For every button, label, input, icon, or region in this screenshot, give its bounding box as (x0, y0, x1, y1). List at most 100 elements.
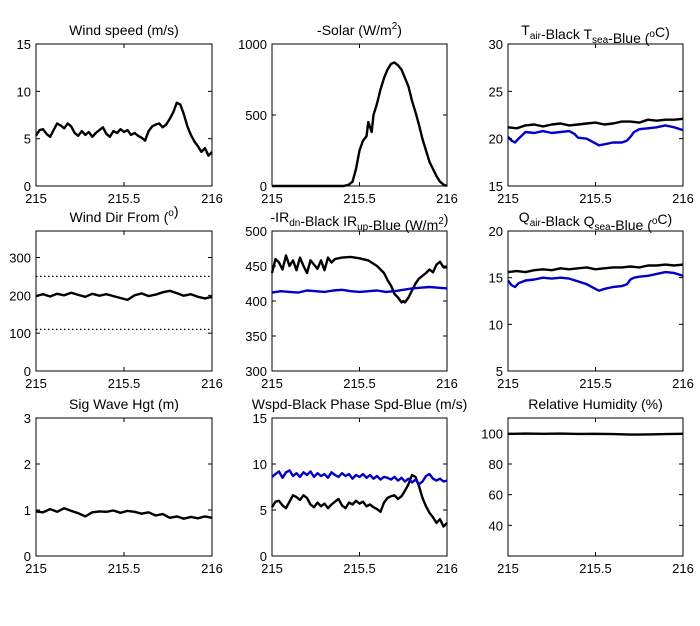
axes-frame (35, 43, 213, 187)
y-tick-label: 0 (24, 549, 31, 564)
y-tick-label: 450 (245, 259, 267, 274)
y-tick-label: 0 (24, 179, 31, 194)
panel-wind-speed: 215 215.5 216 0 5 10 15 Wind speed (m/s) (17, 22, 223, 206)
x-tick-label: 215 (261, 191, 283, 206)
axes-frame (271, 417, 448, 557)
y-tick-label: 1000 (238, 37, 267, 52)
x-tick-label: 216 (436, 561, 458, 576)
x-tick-label: 216 (436, 191, 458, 206)
panel-wind-dir: 215 215.5 216 0 100 200 300 Wind Dir From (o) (9, 203, 223, 391)
axes-frame (271, 230, 448, 372)
y-tick-label: 15 (17, 37, 31, 52)
x-tick-label: 215 (25, 561, 47, 576)
x-tick-label: 215.5 (108, 191, 141, 206)
y-tick-label: 5 (24, 132, 31, 147)
series-line-0 (270, 254, 447, 304)
y-tick-label: 15 (253, 411, 267, 426)
x-tick-label: 215.5 (343, 376, 376, 391)
x-tick-label: 215 (497, 376, 519, 391)
y-tick-label: 5 (260, 503, 267, 518)
panel-title: Sig Wave Hgt (m) (69, 396, 179, 412)
series-line-0 (507, 263, 684, 274)
x-tick-label: 215.5 (108, 376, 141, 391)
y-tick-label: 40 (489, 518, 503, 533)
panel-wave-height: 215 215.5 216 0 1 2 3 Sig Wave Hgt (m) (24, 396, 223, 576)
panel-title: Wind speed (m/s) (69, 22, 179, 38)
series-line-0 (35, 507, 213, 520)
series-line-1 (271, 285, 448, 294)
y-tick-label: 5 (496, 364, 503, 379)
series-line-0 (34, 101, 213, 157)
y-tick-label: 25 (489, 84, 503, 99)
y-tick-label: 10 (17, 84, 31, 99)
panel-ir: 215 215.5 216 300 350 400 450 500 -IRdn-Black IR… (245, 209, 458, 391)
series-line-1 (507, 270, 684, 292)
y-tick-label: 200 (9, 288, 31, 303)
panel-title: Wind Dir From (o) (69, 203, 178, 225)
y-tick-label: 300 (245, 364, 267, 379)
panel-title: Qair-Black Qsea-Blue (oC) (519, 209, 672, 233)
x-tick-label: 215.5 (579, 191, 612, 206)
series-line-1 (271, 469, 448, 486)
x-tick-label: 215.5 (579, 376, 612, 391)
axes-frame (507, 230, 684, 372)
y-tick-label: 100 (9, 326, 31, 341)
y-tick-label: 400 (245, 294, 267, 309)
x-tick-label: 215.5 (343, 191, 376, 206)
x-tick-label: 215 (25, 376, 47, 391)
y-tick-label: 60 (489, 488, 503, 503)
y-tick-label: 1 (24, 503, 31, 518)
x-tick-label: 216 (201, 561, 223, 576)
y-tick-label: 300 (9, 250, 31, 265)
y-tick-label: 2 (24, 457, 31, 472)
x-tick-label: 215 (261, 561, 283, 576)
y-tick-label: 350 (245, 329, 267, 344)
x-tick-label: 216 (201, 376, 223, 391)
y-tick-label: 80 (489, 457, 503, 472)
panel-humidity-q: 215 215.5 216 5 10 15 20 Qair-Black Qsea-Blue (… (489, 209, 694, 391)
y-tick-label: 500 (245, 108, 267, 123)
axes-frame (35, 230, 213, 372)
y-tick-label: 3 (24, 411, 31, 426)
y-tick-label: 20 (489, 224, 503, 239)
series-line-0 (272, 61, 448, 188)
panel-title: Relative Humidity (%) (528, 396, 663, 412)
y-tick-label: 30 (489, 37, 503, 52)
x-tick-label: 215.5 (343, 561, 376, 576)
y-tick-label: 10 (253, 457, 267, 472)
series-line-1 (507, 124, 684, 147)
x-tick-label: 215.5 (579, 561, 612, 576)
panel-title: -IRdn-Black IRup-Blue (W/m2) (271, 209, 449, 233)
axes-frame (271, 43, 448, 187)
panel-temperature: 215 215.5 216 15 20 25 30 Tair-Black Tsea-Blue … (489, 22, 694, 206)
x-tick-label: 216 (201, 191, 223, 206)
y-tick-label: 500 (245, 224, 267, 239)
panel-title: Wspd-Black Phase Spd-Blue (m/s) (252, 396, 468, 412)
series-line-0 (507, 432, 684, 436)
y-tick-label: 0 (260, 179, 267, 194)
x-tick-label: 216 (672, 191, 694, 206)
y-tick-label: 15 (489, 271, 503, 286)
panel-title: -Solar (W/m2) (317, 21, 402, 38)
axes-frame (35, 417, 213, 557)
x-tick-label: 216 (672, 561, 694, 576)
x-tick-label: 215 (497, 191, 519, 206)
panel-solar: 215 215.5 216 0 500 1000 -Solar (W/m2) (238, 21, 458, 206)
y-tick-label: 0 (260, 549, 267, 564)
y-tick-label: 15 (489, 179, 503, 194)
x-tick-label: 215 (497, 561, 519, 576)
x-tick-label: 215 (261, 376, 283, 391)
x-tick-label: 216 (672, 376, 694, 391)
panel-title: Tair-Black Tsea-Blue (oC) (521, 22, 670, 46)
x-tick-label: 215.5 (108, 561, 141, 576)
y-tick-label: 100 (481, 426, 503, 441)
axes-frame (507, 43, 684, 187)
x-tick-label: 216 (436, 376, 458, 391)
series-line-0 (35, 289, 213, 302)
x-tick-label: 215 (25, 191, 47, 206)
y-tick-label: 20 (489, 132, 503, 147)
axes-frame (507, 417, 684, 557)
series-line-0 (507, 117, 684, 130)
